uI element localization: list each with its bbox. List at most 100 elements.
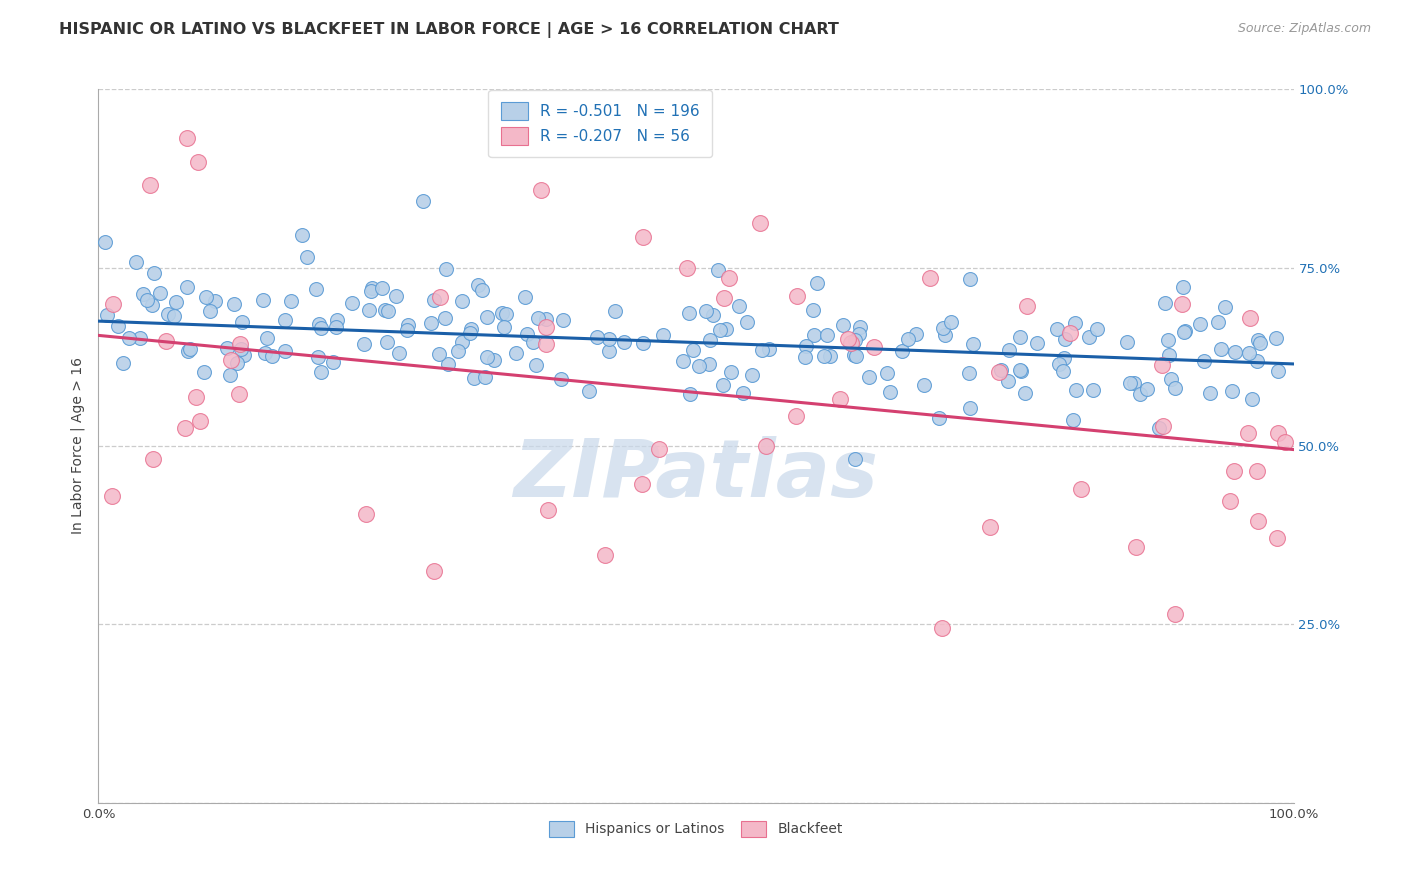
Point (676, 260, 699, 275)
Point (1198, 385, 1220, 400)
Point (195, 290, 218, 304)
Point (136, 293, 159, 307)
Point (695, 304, 717, 318)
Point (1119, 376, 1142, 390)
Point (1136, 383, 1159, 397)
Point (475, 351, 498, 365)
Point (1053, 332, 1076, 346)
Point (803, 327, 825, 342)
Point (863, 340, 886, 354)
Point (1160, 372, 1182, 386)
Point (755, 439, 778, 453)
Point (295, 250, 318, 264)
Point (1173, 325, 1195, 339)
Point (731, 386, 754, 401)
Point (1267, 364, 1289, 378)
Point (307, 350, 329, 364)
Point (492, 320, 515, 334)
Point (1025, 336, 1047, 351)
Point (598, 332, 620, 346)
Point (176, 131, 198, 145)
Point (1070, 482, 1092, 496)
Point (252, 293, 274, 307)
Point (429, 290, 451, 304)
Point (184, 390, 207, 404)
Point (848, 327, 870, 342)
Point (720, 365, 742, 379)
Point (1157, 333, 1180, 347)
Point (274, 344, 297, 359)
Point (1014, 386, 1036, 401)
Point (1062, 413, 1084, 427)
Point (482, 353, 505, 368)
Point (204, 293, 226, 308)
Point (322, 354, 344, 368)
Point (962, 337, 984, 351)
Point (260, 349, 283, 363)
Point (688, 359, 710, 374)
Point (749, 216, 772, 230)
Point (1267, 425, 1289, 440)
Point (1047, 357, 1070, 371)
Point (598, 343, 620, 358)
Point (451, 294, 474, 309)
Point (711, 377, 734, 392)
Point (931, 621, 953, 635)
Point (697, 357, 720, 371)
Point (741, 368, 763, 382)
Point (1246, 333, 1268, 347)
Point (1085, 322, 1108, 336)
Point (385, 289, 408, 303)
Point (796, 339, 818, 353)
Point (793, 350, 815, 364)
Point (839, 335, 862, 350)
Point (1206, 314, 1229, 328)
Point (229, 337, 252, 351)
Point (433, 311, 456, 326)
Point (785, 409, 807, 424)
Point (1237, 426, 1260, 441)
Point (1083, 383, 1105, 397)
Point (718, 270, 741, 285)
Point (395, 322, 418, 336)
Point (699, 333, 721, 347)
Point (495, 307, 517, 321)
Point (832, 318, 855, 332)
Point (377, 335, 399, 350)
Point (536, 319, 558, 334)
Point (193, 365, 215, 379)
Point (534, 337, 557, 351)
Point (858, 369, 880, 384)
Point (647, 442, 669, 456)
Point (228, 386, 250, 401)
Point (359, 303, 381, 318)
Point (631, 230, 654, 244)
Point (142, 451, 165, 466)
Point (522, 334, 544, 349)
Point (845, 349, 868, 363)
Point (471, 283, 494, 297)
Point (1164, 607, 1187, 621)
Point (325, 319, 347, 334)
Point (537, 503, 560, 517)
Point (1125, 540, 1147, 554)
Point (94, 235, 117, 249)
Point (530, 183, 553, 197)
Point (679, 387, 702, 401)
Point (374, 302, 396, 317)
Point (340, 296, 363, 310)
Point (101, 489, 124, 503)
Point (1077, 330, 1099, 344)
Point (451, 334, 474, 349)
Point (1046, 322, 1069, 336)
Point (353, 336, 375, 351)
Point (174, 420, 197, 434)
Point (388, 346, 411, 360)
Point (423, 293, 446, 308)
Legend: Hispanics or Latinos, Blackfeet: Hispanics or Latinos, Blackfeet (544, 815, 848, 842)
Point (682, 343, 704, 357)
Point (603, 304, 626, 318)
Point (844, 333, 866, 347)
Point (436, 357, 458, 371)
Point (806, 276, 828, 290)
